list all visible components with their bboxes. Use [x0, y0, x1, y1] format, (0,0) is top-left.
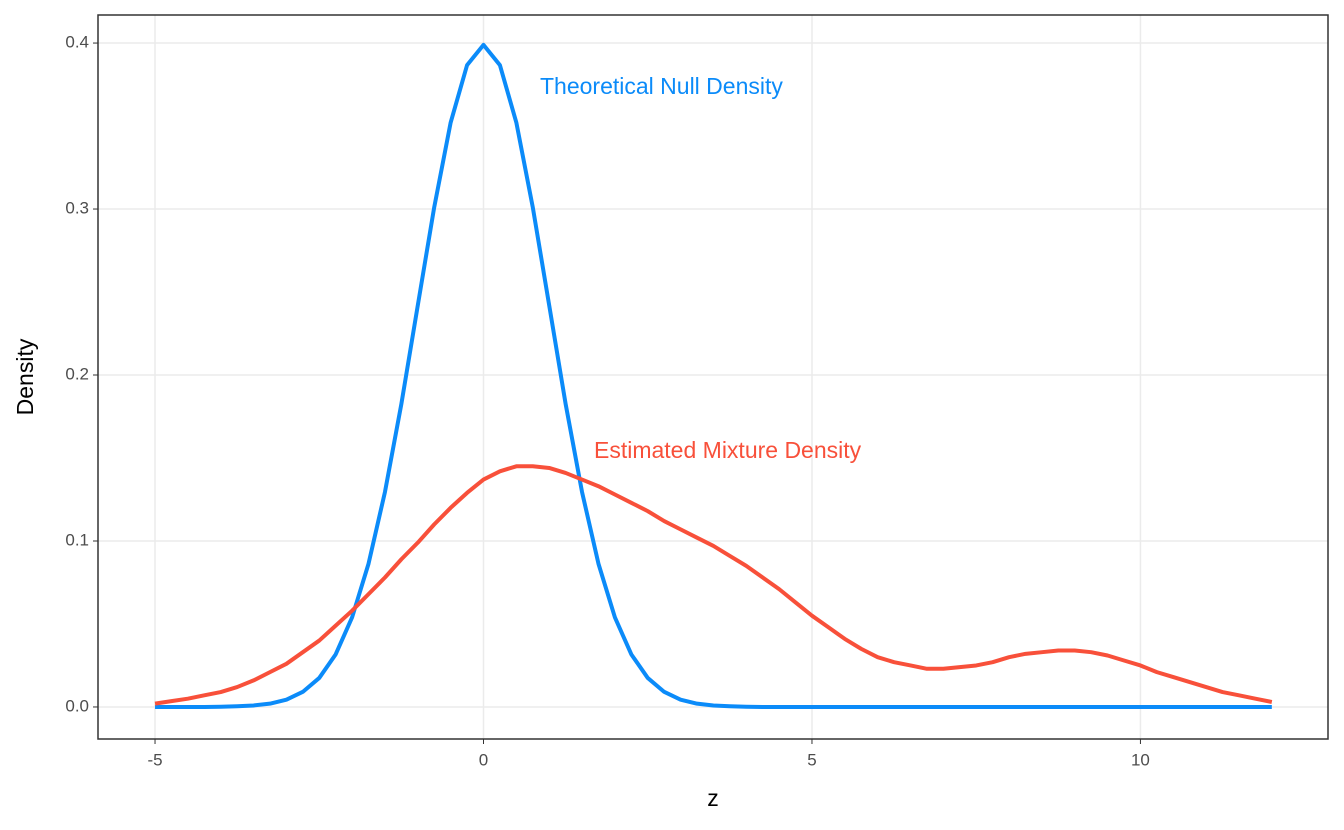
y-tick-label: 0.4	[65, 33, 89, 52]
line-series	[155, 42, 1272, 709]
x-tick-label: 5	[807, 750, 816, 769]
plot-border	[97, 14, 1329, 740]
y-tick-label: 0.3	[65, 199, 89, 218]
series-label: Theoretical Null Density	[540, 73, 783, 99]
x-tick-label: -5	[147, 750, 162, 769]
y-tick-label: 0.0	[65, 696, 89, 715]
series-label: Estimated Mixture Density	[594, 437, 862, 463]
y-tick-label: 0.2	[65, 364, 89, 383]
x-tick-label: 0	[479, 750, 488, 769]
y-axis-title: Density	[12, 338, 38, 415]
x-axis-title: z	[707, 785, 719, 811]
x-tick-label: 10	[1131, 750, 1150, 769]
line-series	[154, 464, 1273, 706]
y-tick-label: 0.1	[65, 530, 89, 549]
